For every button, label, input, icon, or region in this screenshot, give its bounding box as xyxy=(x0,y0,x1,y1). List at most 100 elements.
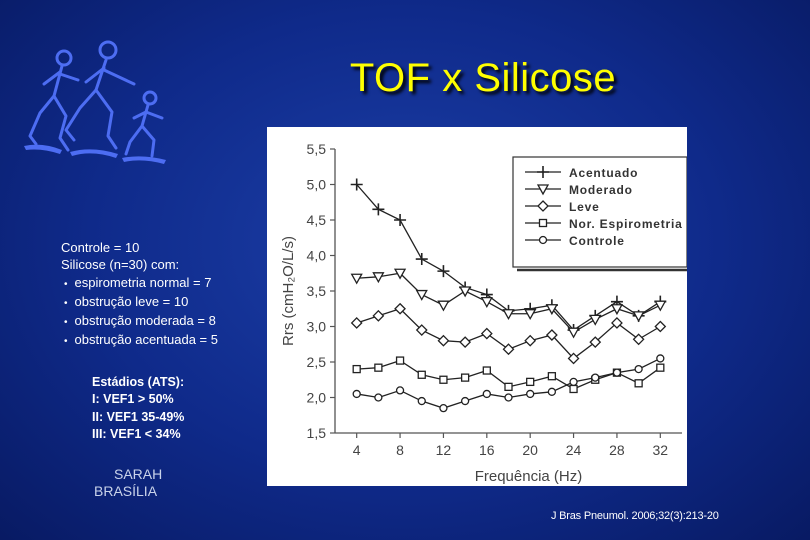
stage-item: I: VEF1 > 50% xyxy=(92,392,174,407)
data-point xyxy=(589,336,602,349)
data-point xyxy=(439,403,448,413)
legend-marker xyxy=(537,200,549,212)
stage-item: II: VEF1 35-49% xyxy=(92,409,185,424)
y-tick-label: 5,0 xyxy=(307,177,327,193)
data-point xyxy=(437,300,450,312)
data-point xyxy=(502,343,515,356)
data-point xyxy=(395,386,405,395)
data-point xyxy=(526,377,535,387)
study-groups-info: Controle = 10 Silicose (n=30) com: • espi… xyxy=(61,239,218,351)
data-point xyxy=(437,265,450,278)
data-point xyxy=(417,396,426,406)
data-point xyxy=(374,393,383,402)
rrs-frequency-chart: 1,5 2,0 2,5 3,0 3,5 4,0 4,5 5,0 5,5 4 8 12 16 20 24 28 3… xyxy=(267,127,692,486)
data-point xyxy=(459,336,472,349)
data-point xyxy=(502,309,515,321)
x-tick-label: 8 xyxy=(396,442,404,458)
x-tick-label: 12 xyxy=(436,442,452,458)
list-item: • obstrução moderada = 8 xyxy=(64,313,216,329)
y-tick-label: 3,0 xyxy=(307,319,327,335)
x-tick-label: 4 xyxy=(353,442,361,458)
legend-entry: Moderado xyxy=(569,183,633,197)
data-point xyxy=(480,327,493,340)
data-point xyxy=(569,377,578,387)
data-point xyxy=(611,317,623,329)
bullet-icon: • xyxy=(64,278,68,290)
data-point xyxy=(656,354,665,363)
x-tick-label: 16 xyxy=(479,442,495,458)
data-point xyxy=(632,333,645,346)
legend-marker xyxy=(538,235,548,245)
citation: J Bras Pneumol. 2006;32(3):213-20 xyxy=(551,510,719,522)
y-axis-label: Rrs (cmH₂O/L/s) xyxy=(280,236,297,346)
data-point xyxy=(394,214,407,226)
legend-box xyxy=(512,156,688,268)
data-point xyxy=(545,304,558,316)
legend-marker xyxy=(537,166,549,178)
data-point xyxy=(417,370,426,379)
data-point xyxy=(460,396,470,406)
data-point xyxy=(352,364,361,374)
legend-entry: Nor. Espirometria xyxy=(569,217,683,231)
x-tick-label: 32 xyxy=(653,442,669,458)
silicosis-count: Silicose (n=30) com: xyxy=(61,257,180,273)
data-point xyxy=(504,382,513,392)
stage-item: III: VEF1 < 34% xyxy=(92,427,181,442)
data-point xyxy=(459,286,472,298)
stages-heading: Estádios (ATS): xyxy=(92,375,185,389)
data-point xyxy=(567,327,580,339)
data-point xyxy=(352,389,361,399)
data-point xyxy=(482,389,491,399)
legend-entry: Leve xyxy=(569,200,600,214)
y-tick-label: 3,5 xyxy=(307,283,327,299)
data-point xyxy=(524,334,537,347)
x-tick-label: 28 xyxy=(609,442,625,458)
data-point xyxy=(350,273,363,285)
institution-line1: SARAH xyxy=(114,466,163,482)
running-figures-logo xyxy=(24,40,166,164)
data-point xyxy=(612,368,622,377)
institution-name: SARAH BRASÍLIA xyxy=(94,466,162,500)
y-tick-label: 2,0 xyxy=(307,390,327,406)
institution-line2: BRASÍLIA xyxy=(94,483,158,499)
y-tick-label: 5,5 xyxy=(307,141,327,157)
data-point xyxy=(545,329,558,341)
data-point xyxy=(547,372,557,381)
data-point xyxy=(654,300,667,312)
data-point xyxy=(395,356,405,365)
data-point xyxy=(394,302,406,315)
data-point xyxy=(567,352,580,365)
data-point xyxy=(415,289,428,301)
data-point xyxy=(504,393,513,402)
data-point xyxy=(350,178,363,191)
control-count: Controle = 10 xyxy=(61,240,140,255)
data-point xyxy=(634,379,643,388)
slide-title: TOF x Silicose xyxy=(349,56,617,100)
data-point xyxy=(374,363,383,372)
bullet-icon: • xyxy=(64,297,68,309)
data-point xyxy=(460,373,470,382)
data-point xyxy=(372,309,385,322)
data-point xyxy=(415,253,428,266)
list-item: • obstrução leve = 10 xyxy=(64,293,189,309)
y-tick-label: 2,5 xyxy=(307,354,327,370)
data-point xyxy=(372,203,385,216)
data-point xyxy=(610,304,624,316)
chart-svg: 1,5 2,0 2,5 3,0 3,5 4,0 4,5 5,0 5,5 4 8 12 16 20 24 28 3… xyxy=(280,141,692,485)
data-point xyxy=(372,272,385,284)
list-item: • obstrução acentuada = 5 xyxy=(64,332,218,348)
y-tick-label: 4,0 xyxy=(307,248,327,264)
x-tick-label: 24 xyxy=(566,442,582,458)
data-point xyxy=(634,364,643,374)
y-tick-label: 1,5 xyxy=(307,425,327,441)
data-point xyxy=(439,375,448,384)
data-point xyxy=(547,387,557,396)
data-point xyxy=(415,324,428,336)
data-point xyxy=(524,309,537,321)
data-point xyxy=(350,317,363,329)
data-point xyxy=(393,268,407,280)
bullet-icon: • xyxy=(64,336,68,348)
legend-entry: Controle xyxy=(569,234,625,248)
x-axis-label: Frequência (Hz) xyxy=(475,468,583,485)
data-point xyxy=(591,373,600,382)
